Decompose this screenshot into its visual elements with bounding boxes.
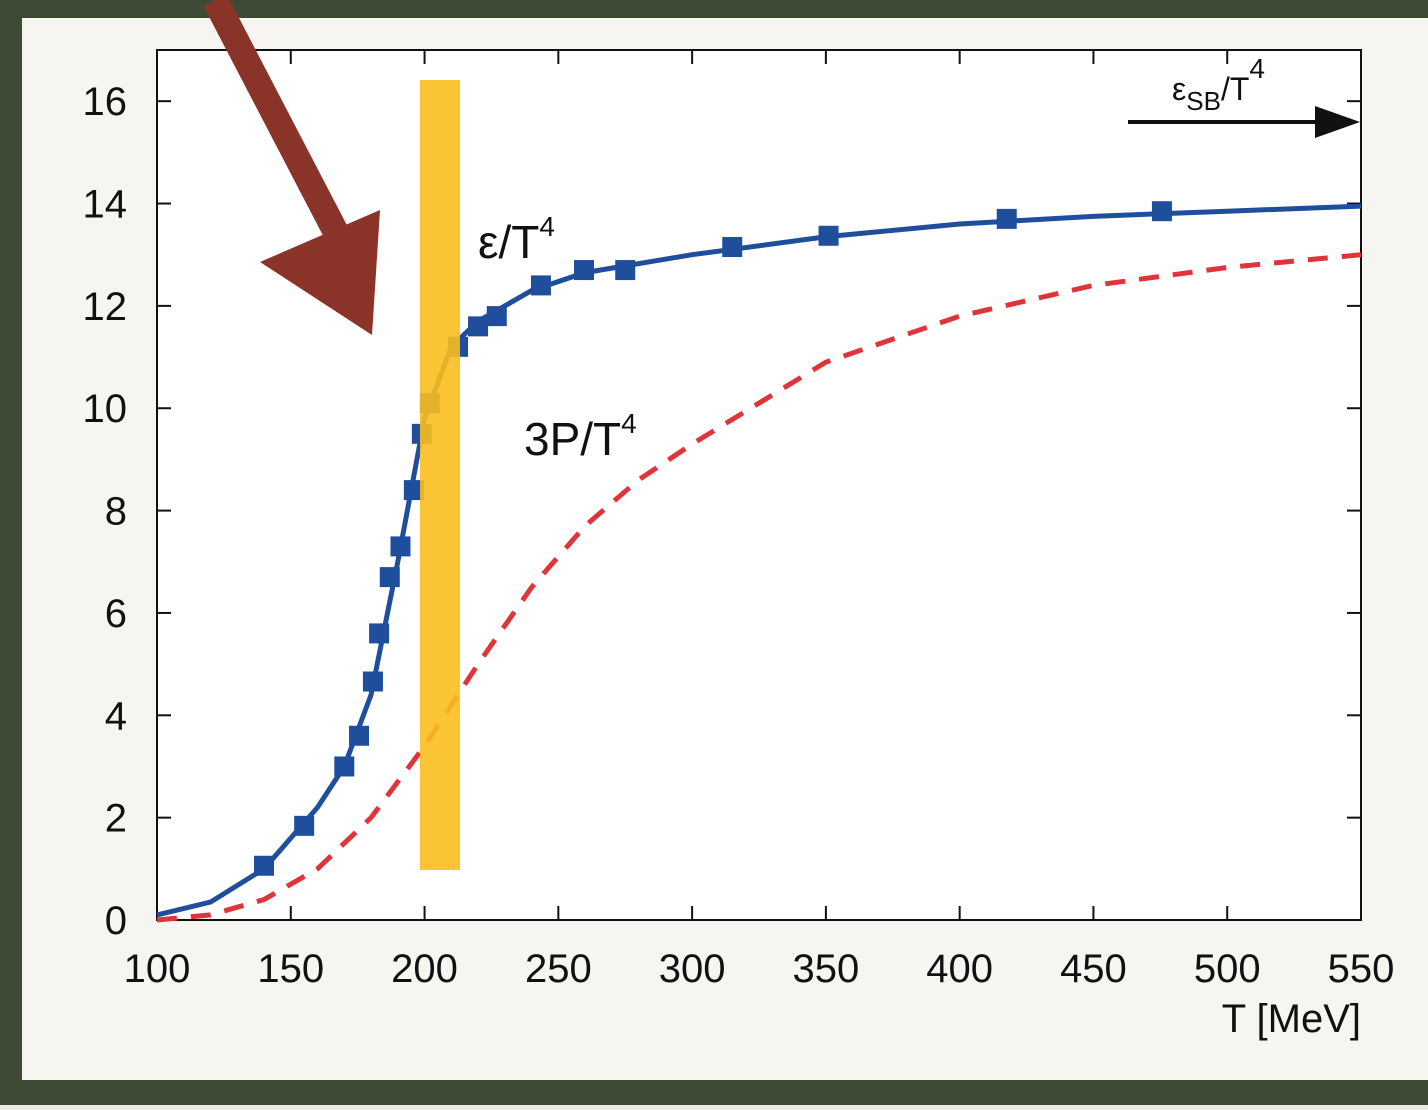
data-point — [334, 756, 355, 777]
annotation: 3P/T4 — [524, 408, 637, 465]
annotation: ε/T4 — [478, 211, 555, 268]
data-point — [1151, 201, 1172, 222]
x-tick-label: 200 — [391, 947, 458, 991]
y-tick-label: 0 — [105, 899, 127, 943]
x-tick-label: 150 — [257, 947, 324, 991]
x-tick-label: 450 — [1060, 947, 1127, 991]
data-point — [615, 260, 636, 281]
x-tick-label: 500 — [1194, 947, 1261, 991]
data-point — [996, 208, 1017, 229]
annotation-sup: 4 — [621, 408, 637, 439]
annotation-text: /T — [1221, 71, 1249, 107]
x-tick-label: 300 — [659, 947, 726, 991]
annotation-sub: SB — [1186, 86, 1221, 116]
y-tick-label: 4 — [105, 694, 127, 738]
data-point — [530, 275, 551, 296]
pointer-arrow-head — [260, 210, 380, 335]
sb-arrow-head — [1315, 106, 1360, 138]
annotation-text: ε — [1172, 71, 1186, 107]
pointer-arrow — [203, 0, 352, 247]
y-tick-label: 8 — [105, 490, 127, 534]
y-tick-label: 14 — [83, 183, 128, 227]
x-tick-label: 250 — [525, 947, 592, 991]
plot-area — [156, 49, 1362, 921]
x-tick-label: 350 — [793, 947, 860, 991]
annotation-sup: 4 — [539, 211, 555, 242]
data-point — [486, 306, 507, 327]
curve — [156, 252, 1362, 923]
x-axis-label: T [MeV] — [1222, 997, 1361, 1041]
data-point — [403, 480, 424, 501]
data-point — [369, 623, 390, 644]
data-point — [468, 316, 489, 337]
annotation-text: 3P/T — [524, 413, 621, 465]
highlight-band — [420, 80, 460, 870]
x-tick-label: 550 — [1328, 947, 1395, 991]
data-point — [818, 225, 839, 246]
data-point — [349, 725, 370, 746]
plot: 0 2 4 6 8 10 12 14 16 100 150 200 250 300 350 400 450 500… — [83, 49, 1395, 1041]
annotation: εSB/T4 — [1172, 53, 1265, 116]
annotation-text: ε/T — [478, 216, 539, 268]
data-point — [390, 536, 411, 557]
annotation-sup: 4 — [1249, 53, 1265, 84]
data-point — [294, 815, 315, 836]
y-tick-label: 6 — [105, 592, 127, 636]
x-tick-label: 100 — [124, 947, 191, 991]
data-point — [379, 567, 400, 588]
y-tick-label: 12 — [83, 285, 128, 329]
data-point — [574, 260, 595, 281]
y-tick-label: 10 — [83, 387, 128, 431]
data-point — [362, 671, 383, 692]
x-tick-label: 400 — [926, 947, 993, 991]
data-point — [254, 855, 275, 876]
y-tick-label: 16 — [83, 80, 128, 124]
y-tick-label: 2 — [105, 797, 127, 841]
data-point — [722, 237, 743, 258]
